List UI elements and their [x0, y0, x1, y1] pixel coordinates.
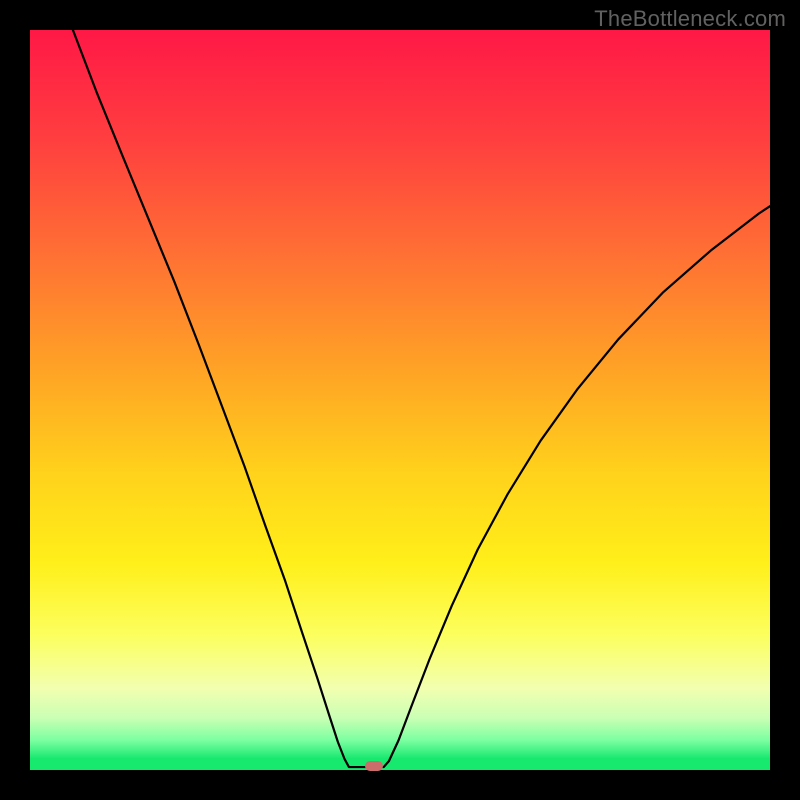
- bottleneck-curve: [30, 30, 770, 770]
- watermark-text: TheBottleneck.com: [594, 6, 786, 32]
- plot-area: [30, 30, 770, 770]
- minimum-marker: [365, 761, 383, 771]
